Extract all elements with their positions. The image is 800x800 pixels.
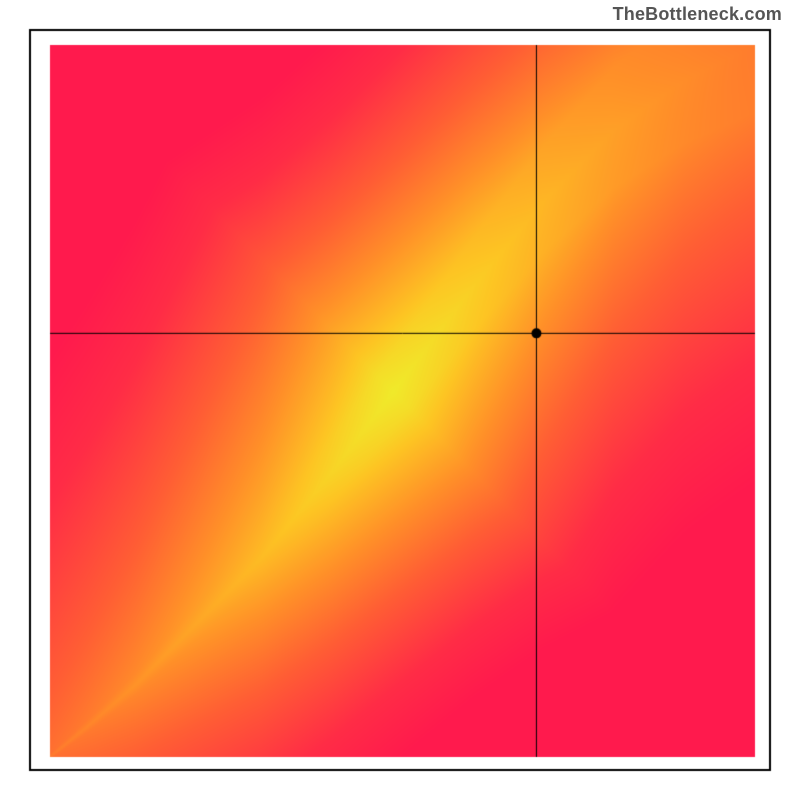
watermark-text: TheBottleneck.com	[613, 4, 782, 25]
bottleneck-heatmap	[0, 0, 800, 800]
